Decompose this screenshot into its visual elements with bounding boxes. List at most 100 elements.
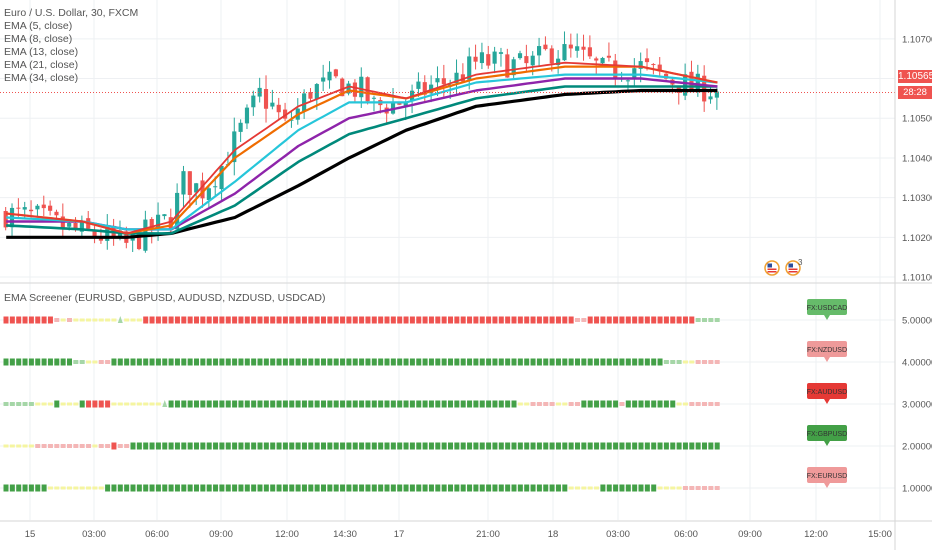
legend-ema34: EMA (34, close) bbox=[4, 72, 79, 84]
symbol-badge-pointer bbox=[824, 357, 830, 362]
screener-neutral-dash bbox=[86, 360, 92, 364]
screener-strong-mark bbox=[289, 400, 295, 408]
time-tick-label: 14:30 bbox=[333, 529, 357, 540]
screener-neutral-dash bbox=[54, 486, 60, 490]
screener-strong-mark bbox=[143, 316, 149, 324]
indicator-legend: EMA Screener (EURUSD, GBPUSD, AUDUSD, NZ… bbox=[4, 292, 325, 305]
legend-ema8: EMA (8, close) bbox=[4, 33, 73, 45]
time-tick-label: 18 bbox=[548, 529, 559, 540]
screener-strong-mark bbox=[397, 400, 403, 408]
screener-strong-mark bbox=[314, 442, 320, 450]
screener-strong-mark bbox=[644, 484, 650, 492]
candle-body bbox=[232, 131, 237, 163]
screener-strong-mark bbox=[524, 442, 530, 450]
screener-strong-mark bbox=[613, 358, 619, 366]
screener-weak-mark bbox=[702, 318, 707, 322]
candle-body bbox=[156, 214, 161, 229]
screener-weak-mark bbox=[35, 444, 41, 448]
screener-strong-mark bbox=[371, 316, 377, 324]
screener-strong-mark bbox=[117, 358, 123, 366]
screener-strong-mark bbox=[314, 484, 320, 492]
candle-body bbox=[435, 78, 440, 83]
screener-strong-mark bbox=[587, 442, 593, 450]
screener-weak-mark bbox=[79, 444, 85, 448]
screener-strong-mark bbox=[263, 442, 269, 450]
symbol-badge-pointer bbox=[824, 483, 830, 488]
screener-strong-mark bbox=[206, 358, 212, 366]
screener-weak-mark bbox=[702, 402, 707, 406]
screener-neutral-dash bbox=[3, 444, 9, 448]
screener-strong-mark bbox=[282, 316, 288, 324]
screener-strong-mark bbox=[403, 400, 409, 408]
flag-stripe bbox=[767, 268, 777, 270]
screener-strong-mark bbox=[155, 358, 161, 366]
screener-strong-mark bbox=[16, 358, 22, 366]
screener-strong-mark bbox=[314, 316, 320, 324]
screener-strong-mark bbox=[708, 442, 714, 450]
screener-strong-mark bbox=[428, 442, 434, 450]
screener-strong-mark bbox=[651, 484, 657, 492]
candle-body bbox=[206, 188, 211, 201]
screener-strong-mark bbox=[276, 358, 282, 366]
screener-strong-mark bbox=[155, 484, 161, 492]
screener-strong-mark bbox=[403, 316, 409, 324]
candle-body bbox=[683, 74, 688, 96]
screener-strong-mark bbox=[625, 484, 631, 492]
screener-strong-mark bbox=[200, 442, 206, 450]
screener-strong-mark bbox=[600, 316, 606, 324]
screener-strong-mark bbox=[162, 484, 168, 492]
screener-weak-mark bbox=[9, 402, 15, 406]
screener-neutral-dash bbox=[47, 402, 53, 406]
screener-neutral-dash bbox=[670, 486, 676, 490]
screener-strong-mark bbox=[530, 358, 536, 366]
gridlines bbox=[0, 0, 895, 520]
screener-strong-mark bbox=[155, 316, 161, 324]
candle-body bbox=[695, 73, 700, 91]
screener-strong-mark bbox=[124, 358, 130, 366]
flag-stripe bbox=[767, 271, 777, 273]
screener-strong-mark bbox=[194, 358, 199, 366]
screener-strong-mark bbox=[651, 400, 657, 408]
screener-strong-mark bbox=[422, 400, 428, 408]
screener-weak-mark bbox=[22, 402, 28, 406]
screener-weak-mark bbox=[575, 318, 580, 322]
screener-strong-mark bbox=[632, 358, 638, 366]
screener-strong-mark bbox=[321, 442, 326, 450]
screener-weak-mark bbox=[86, 444, 92, 448]
screener-strong-mark bbox=[632, 400, 638, 408]
screener-strong-mark bbox=[479, 358, 485, 366]
candle-body bbox=[638, 61, 643, 69]
symbol-badge-pointer bbox=[824, 315, 830, 320]
flag-stripe bbox=[788, 268, 798, 270]
candle-body bbox=[511, 59, 516, 76]
candle-body bbox=[346, 83, 351, 94]
screener-strong-mark bbox=[327, 442, 333, 450]
time-tick-label: 09:00 bbox=[738, 529, 762, 540]
screener-strong-mark bbox=[657, 400, 663, 408]
screener-strong-mark bbox=[365, 442, 371, 450]
screener-strong-mark bbox=[498, 358, 504, 366]
screener-strong-mark bbox=[340, 400, 346, 408]
screener-strong-mark bbox=[111, 358, 117, 366]
screener-strong-mark bbox=[505, 484, 511, 492]
screener-neutral-dash bbox=[149, 402, 155, 406]
screener-strong-mark bbox=[390, 484, 396, 492]
screener-strong-mark bbox=[498, 316, 504, 324]
screener-strong-mark bbox=[149, 442, 155, 450]
screener-neutral-dash bbox=[111, 402, 117, 406]
screener-strong-mark bbox=[301, 358, 307, 366]
screener-strong-mark bbox=[638, 400, 644, 408]
screener-neutral-dash bbox=[22, 444, 28, 448]
screener-strong-mark bbox=[130, 358, 136, 366]
screener-strong-mark bbox=[289, 358, 295, 366]
candle-body bbox=[702, 75, 707, 102]
screener-strong-mark bbox=[555, 442, 561, 450]
candle-body bbox=[479, 52, 484, 64]
screener-weak-mark bbox=[73, 360, 79, 364]
candle-body bbox=[73, 222, 78, 230]
screener-strong-mark bbox=[619, 358, 625, 366]
screener-strong-mark bbox=[371, 358, 377, 366]
screener-strong-mark bbox=[352, 316, 358, 324]
screener-strong-mark bbox=[295, 358, 301, 366]
candle-body bbox=[600, 57, 605, 64]
